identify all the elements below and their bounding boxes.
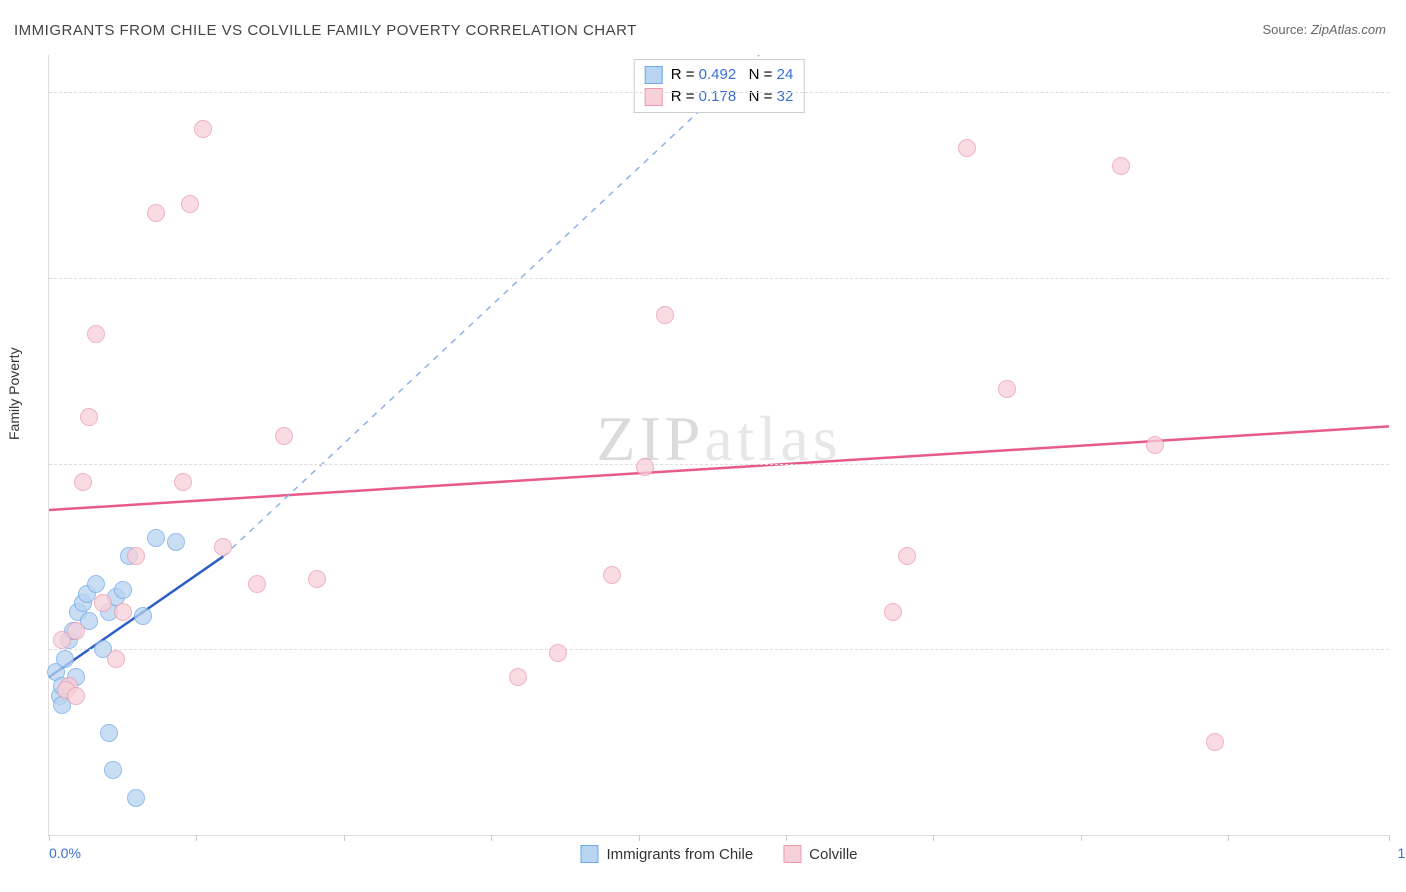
legend-stats-chile: R = 0.492 N = 24: [671, 64, 794, 86]
data-point-colville: [1112, 157, 1130, 175]
data-point-chile: [114, 581, 132, 599]
data-point-colville: [656, 306, 674, 324]
legend-swatch-colville: [645, 88, 663, 106]
data-point-colville: [275, 427, 293, 445]
series-swatch-colville: [783, 845, 801, 863]
source-name: ZipAtlas.com: [1311, 22, 1386, 37]
data-point-colville: [127, 547, 145, 565]
y-tick-label: 30.0%: [1395, 269, 1406, 285]
data-point-chile: [127, 789, 145, 807]
gridline: [49, 649, 1389, 650]
data-point-colville: [884, 603, 902, 621]
trend-lines-layer: [49, 55, 1389, 835]
x-tick: [1389, 835, 1390, 841]
legend-swatch-chile: [645, 66, 663, 84]
data-point-colville: [636, 458, 654, 476]
data-point-colville: [181, 195, 199, 213]
x-tick: [933, 835, 934, 841]
data-point-colville: [194, 120, 212, 138]
data-point-colville: [174, 473, 192, 491]
data-point-colville: [114, 603, 132, 621]
data-point-colville: [80, 408, 98, 426]
gridline: [49, 278, 1389, 279]
data-point-chile: [134, 607, 152, 625]
y-tick-label: 10.0%: [1395, 640, 1406, 656]
x-tick: [1228, 835, 1229, 841]
x-tick: [786, 835, 787, 841]
watermark: ZIPatlas: [596, 402, 841, 476]
x-tick: [196, 835, 197, 841]
data-point-colville: [67, 622, 85, 640]
x-tick: [344, 835, 345, 841]
x-tick: [1081, 835, 1082, 841]
data-point-colville: [308, 570, 326, 588]
legend-row-chile: R = 0.492 N = 24: [645, 64, 794, 86]
data-point-chile: [147, 529, 165, 547]
x-tick: [639, 835, 640, 841]
data-point-colville: [248, 575, 266, 593]
data-point-colville: [1146, 436, 1164, 454]
legend-row-colville: R = 0.178 N = 32: [645, 86, 794, 108]
source-prefix: Source:: [1262, 22, 1310, 37]
gridline: [49, 464, 1389, 465]
legend-stats-colville: R = 0.178 N = 32: [671, 86, 794, 108]
data-point-colville: [87, 325, 105, 343]
series-legend-item-chile: Immigrants from Chile: [580, 845, 753, 863]
series-legend: Immigrants from Chile Colville: [580, 845, 857, 863]
correlation-legend: R = 0.492 N = 24R = 0.178 N = 32: [634, 59, 805, 113]
data-point-colville: [509, 668, 527, 686]
data-point-chile: [56, 650, 74, 668]
gridline: [49, 92, 1389, 93]
source-attribution: Source: ZipAtlas.com: [1262, 22, 1386, 37]
series-label-colville: Colville: [809, 846, 857, 863]
data-point-chile: [87, 575, 105, 593]
x-tick-label-max: 100.0%: [1398, 845, 1406, 861]
data-point-colville: [958, 139, 976, 157]
series-swatch-chile: [580, 845, 598, 863]
data-point-colville: [998, 380, 1016, 398]
y-axis-label: Family Poverty: [6, 347, 22, 440]
scatter-plot-area: ZIPatlas R = 0.492 N = 24R = 0.178 N = 3…: [48, 55, 1389, 836]
y-tick-label: 40.0%: [1395, 83, 1406, 99]
data-point-colville: [107, 650, 125, 668]
data-point-colville: [67, 687, 85, 705]
data-point-chile: [104, 761, 122, 779]
x-tick: [491, 835, 492, 841]
data-point-colville: [74, 473, 92, 491]
data-point-colville: [603, 566, 621, 584]
data-point-chile: [167, 533, 185, 551]
data-point-chile: [100, 724, 118, 742]
chart-title: IMMIGRANTS FROM CHILE VS COLVILLE FAMILY…: [14, 22, 637, 39]
data-point-colville: [94, 594, 112, 612]
x-tick-label-min: 0.0%: [49, 845, 81, 861]
series-label-chile: Immigrants from Chile: [606, 846, 753, 863]
data-point-colville: [898, 547, 916, 565]
data-point-colville: [214, 538, 232, 556]
data-point-colville: [549, 644, 567, 662]
y-tick-label: 20.0%: [1395, 455, 1406, 471]
series-legend-item-colville: Colville: [783, 845, 857, 863]
x-tick: [49, 835, 50, 841]
data-point-colville: [1206, 733, 1224, 751]
data-point-colville: [147, 204, 165, 222]
